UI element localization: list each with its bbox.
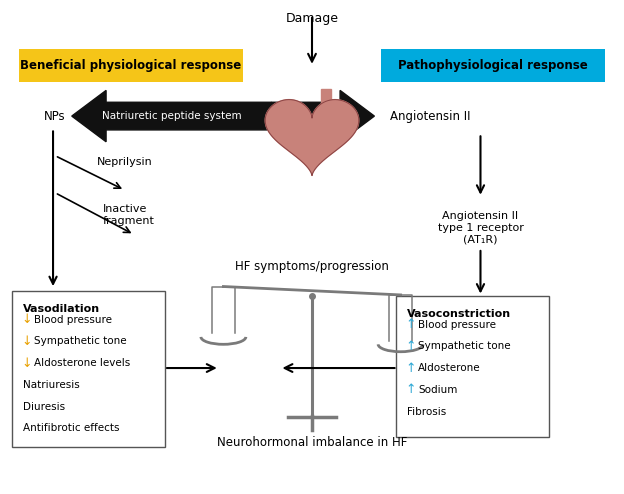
Text: RAAS: RAAS — [378, 110, 413, 123]
Text: Neurohormonal imbalance in HF: Neurohormonal imbalance in HF — [217, 436, 407, 449]
Text: Beneficial physiological response: Beneficial physiological response — [21, 59, 241, 72]
Polygon shape — [321, 89, 331, 104]
Text: ↓: ↓ — [22, 313, 32, 326]
Text: Natriuresis: Natriuresis — [23, 380, 80, 390]
Text: ↑: ↑ — [406, 318, 416, 331]
FancyBboxPatch shape — [381, 49, 605, 82]
Text: Neprilysin: Neprilysin — [97, 157, 152, 167]
Text: Angiotensin II: Angiotensin II — [390, 110, 470, 123]
Text: ↑: ↑ — [406, 362, 416, 374]
Text: ↓: ↓ — [22, 357, 32, 370]
Text: NPs: NPs — [44, 110, 66, 123]
Text: Fibrosis: Fibrosis — [407, 407, 446, 416]
Text: Blood pressure: Blood pressure — [34, 315, 112, 325]
Polygon shape — [271, 90, 374, 142]
Text: Antifibrotic effects: Antifibrotic effects — [23, 423, 120, 433]
FancyBboxPatch shape — [19, 49, 243, 82]
Text: HF symptoms/progression: HF symptoms/progression — [235, 260, 389, 273]
Text: Sodium: Sodium — [418, 385, 457, 395]
Text: ↑: ↑ — [406, 383, 416, 396]
Text: Blood pressure: Blood pressure — [418, 320, 496, 329]
Text: ↓: ↓ — [22, 335, 32, 348]
Text: Sympathetic tone: Sympathetic tone — [34, 336, 127, 346]
Text: Inactive
fragment: Inactive fragment — [103, 204, 155, 226]
Text: Natriuretic peptide system: Natriuretic peptide system — [102, 111, 241, 121]
Text: ↑: ↑ — [406, 340, 416, 353]
Text: Vasoconstriction: Vasoconstriction — [407, 309, 511, 319]
Text: Sympathetic tone: Sympathetic tone — [418, 341, 510, 351]
Text: Aldosterone: Aldosterone — [418, 363, 480, 373]
Text: Vasodilation: Vasodilation — [23, 304, 100, 314]
Text: Pathophysiological response: Pathophysiological response — [398, 59, 588, 72]
Polygon shape — [265, 100, 359, 175]
Text: Diuresis: Diuresis — [23, 402, 66, 412]
Text: Damage: Damage — [286, 12, 338, 25]
FancyBboxPatch shape — [12, 291, 165, 447]
Text: Angiotensin II
type 1 receptor
(AT₁R): Angiotensin II type 1 receptor (AT₁R) — [437, 211, 524, 245]
Polygon shape — [72, 90, 271, 142]
Text: Aldosterone levels: Aldosterone levels — [34, 358, 130, 368]
FancyBboxPatch shape — [396, 296, 549, 437]
